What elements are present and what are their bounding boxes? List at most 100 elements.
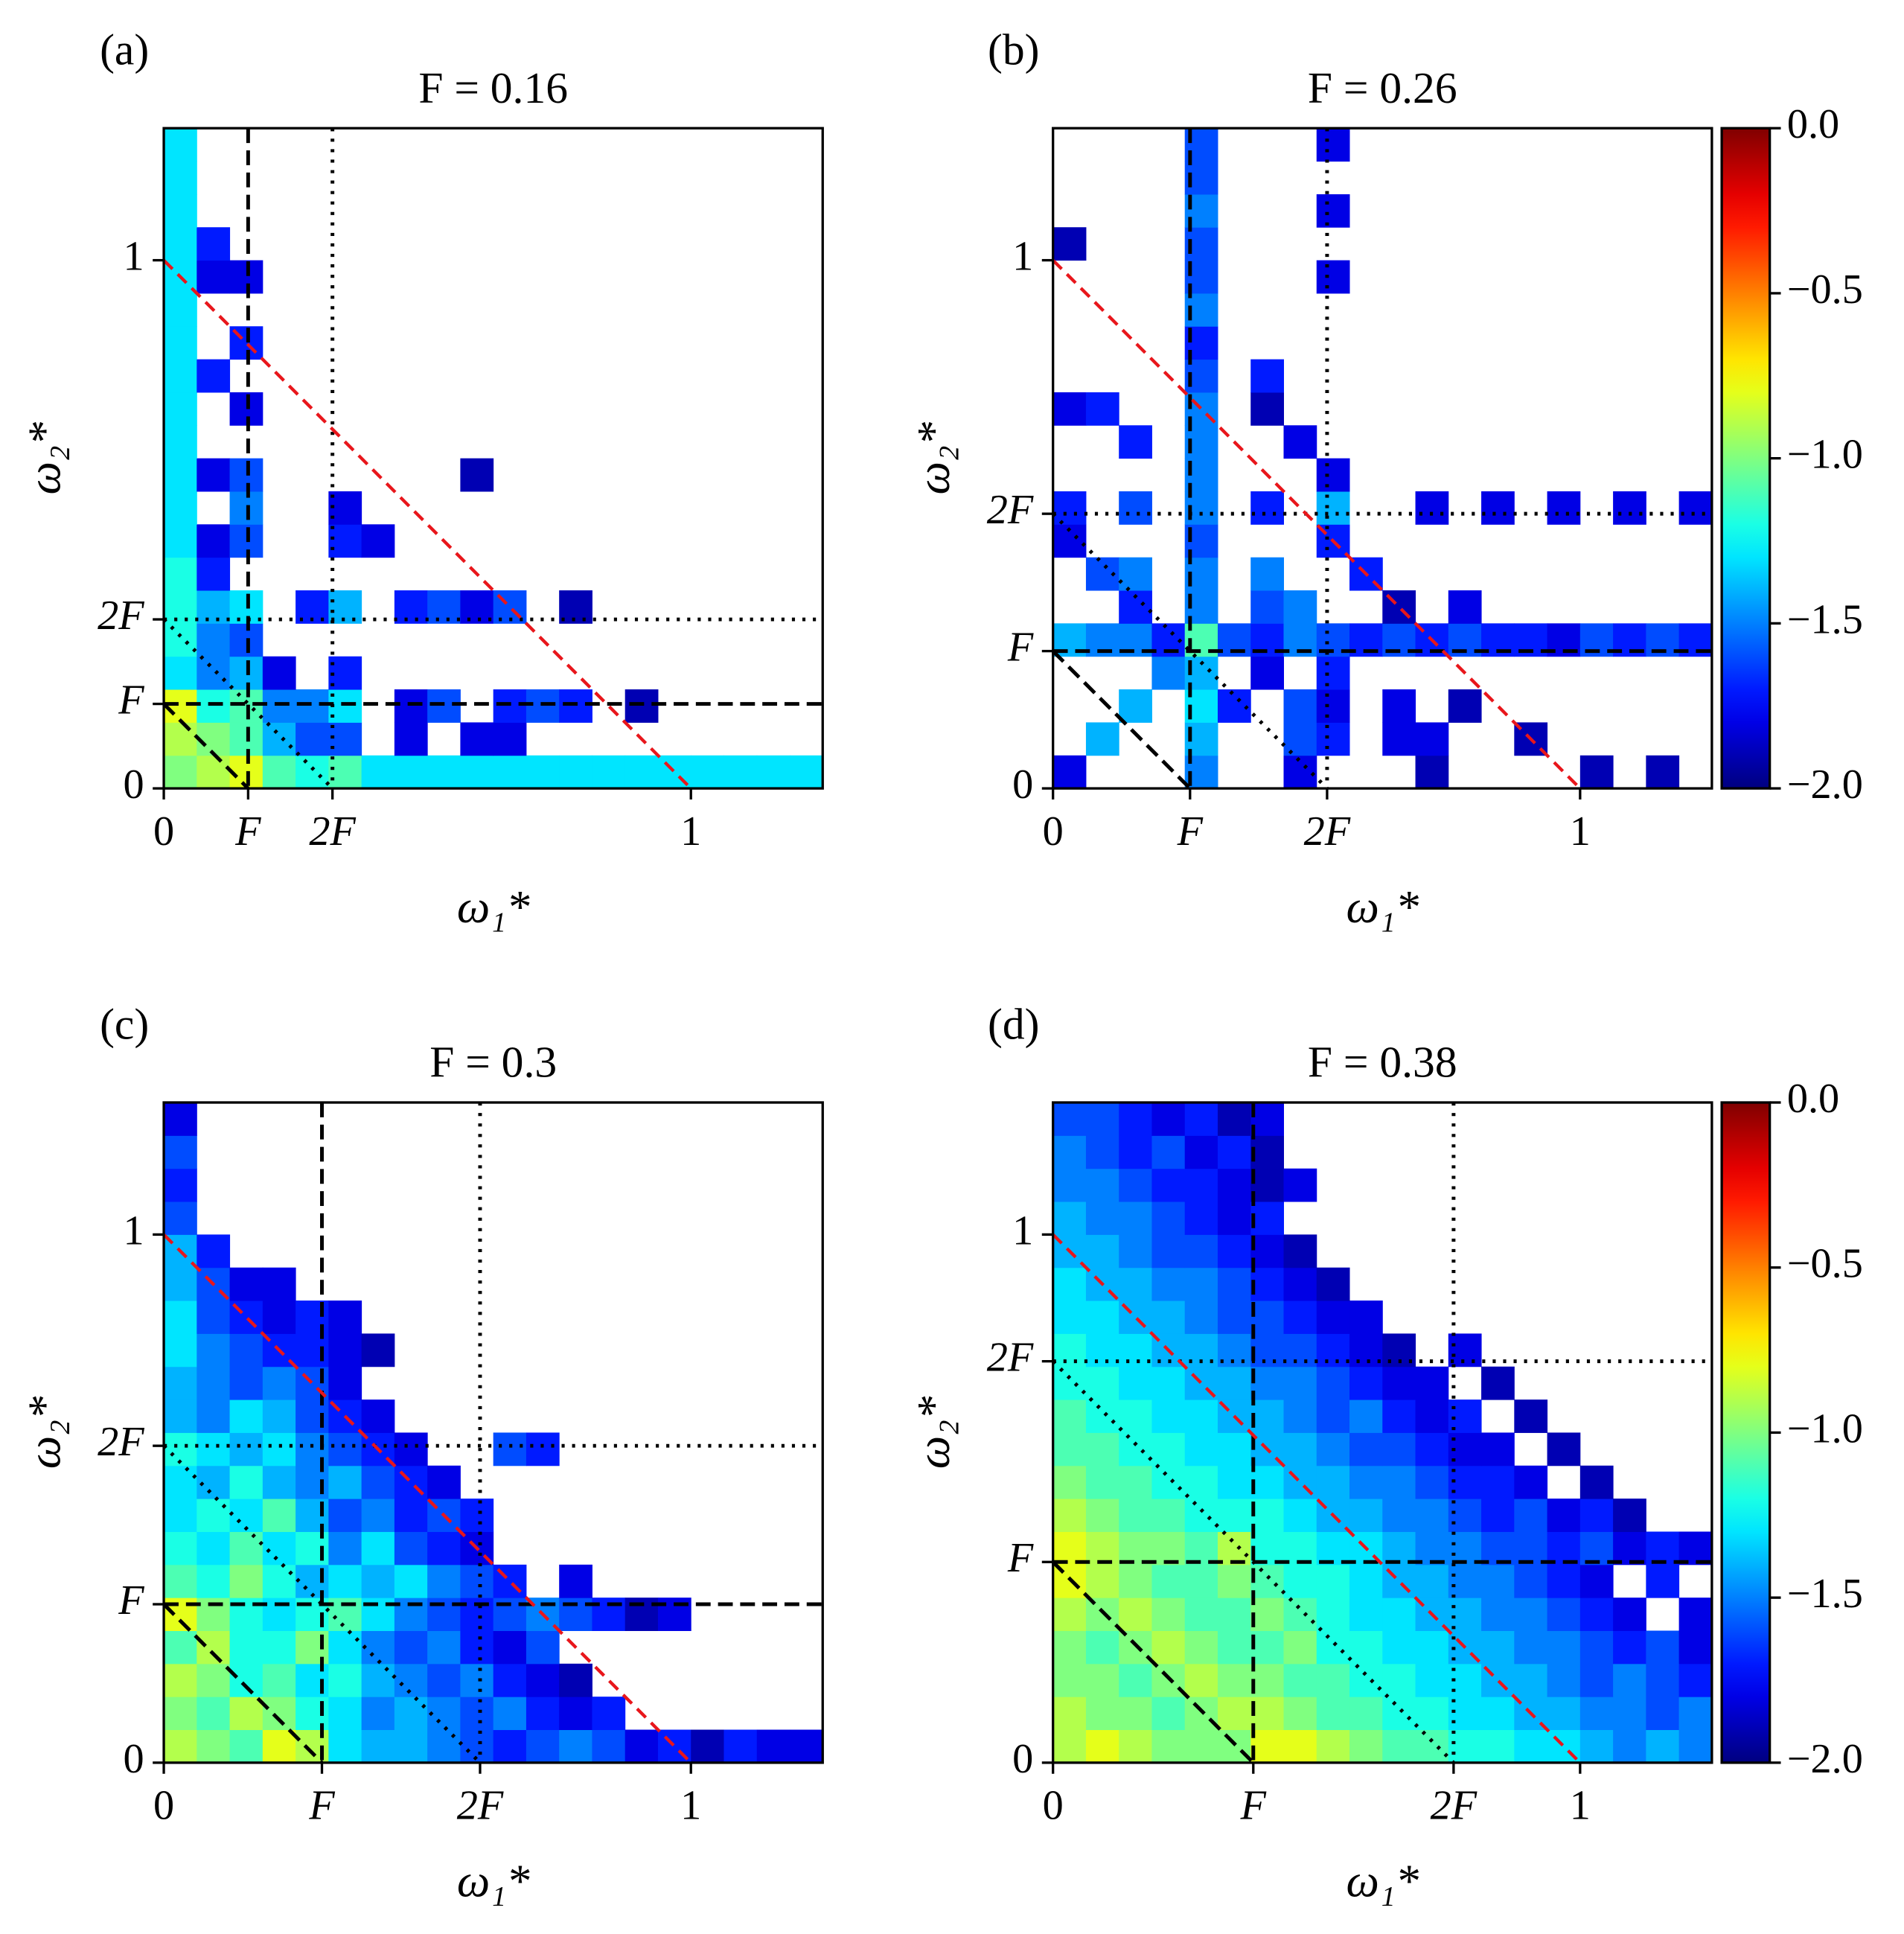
heat-cell (1316, 1531, 1350, 1566)
heat-cell (1316, 1400, 1350, 1433)
heat-cell (1250, 1201, 1284, 1235)
colorbar-tick-label: −0.5 (1787, 1241, 1863, 1287)
heat-cell (1217, 1697, 1251, 1731)
heat-cell (1579, 1465, 1614, 1499)
heat-cell (262, 1465, 296, 1499)
heat-cell (394, 755, 428, 789)
plot-area (164, 128, 823, 789)
heat-cell (164, 590, 197, 624)
x-axis-label: ω₁* (457, 881, 530, 933)
heat-cell (229, 1531, 263, 1566)
heat-cell (1250, 1663, 1284, 1697)
heat-cell (1217, 1630, 1251, 1665)
heat-cell (1579, 1531, 1614, 1566)
heat-cell (164, 1499, 197, 1532)
heat-cell (1085, 1201, 1119, 1235)
heat-cell (262, 689, 296, 723)
heat-cell (1250, 1531, 1284, 1566)
heat-cell (295, 1564, 329, 1598)
heat-cell (394, 1663, 428, 1697)
heat-cell (1119, 1432, 1152, 1467)
heat-cell (197, 623, 231, 657)
heat-cell (1481, 1432, 1515, 1467)
heat-cell (1119, 1201, 1152, 1235)
x-tick-label: F (1177, 808, 1204, 855)
heat-cell (1052, 1300, 1087, 1334)
heat-cell (361, 1400, 395, 1433)
heat-cell (1382, 1630, 1416, 1665)
heat-cell (1579, 1697, 1614, 1731)
heat-cell (229, 1400, 263, 1433)
heat-cell (197, 1663, 231, 1697)
heat-cell (164, 623, 197, 657)
heat-cell (427, 1630, 461, 1665)
heat-cell (164, 227, 197, 261)
heat-cell (1481, 1729, 1515, 1763)
heat-cell (525, 689, 560, 723)
heat-cell (1250, 557, 1284, 591)
heat-cell (1283, 1630, 1317, 1665)
heat-cell (262, 1400, 296, 1433)
heat-cell (1151, 1234, 1186, 1268)
y-tick-label: 1 (1012, 234, 1033, 280)
heat-cell (1184, 1432, 1218, 1467)
heat-cell (592, 1697, 626, 1731)
heat-cell (1349, 1598, 1383, 1631)
heat-cell (1283, 1400, 1317, 1433)
heat-cell (1184, 1234, 1218, 1268)
heat-cell (1119, 1102, 1152, 1136)
heat-cell (164, 1366, 197, 1400)
heat-cell (1119, 1564, 1152, 1598)
heat-cell (1316, 1333, 1350, 1367)
heat-cell (1382, 1531, 1416, 1566)
heat-cell (1250, 1267, 1284, 1301)
heat-cell (1184, 1663, 1218, 1697)
heat-cell (1250, 1697, 1284, 1731)
heat-cell (164, 1168, 197, 1202)
diagonal-guide (1052, 649, 1192, 789)
heat-cell (460, 1499, 494, 1532)
heat-cell (525, 755, 560, 789)
colorbar-tick-label: 0.0 (1787, 1076, 1839, 1122)
heat-cell (164, 425, 197, 459)
heat-cell (1085, 1729, 1119, 1763)
heat-cell (525, 1697, 560, 1731)
heat-cell (1382, 689, 1416, 723)
heat-cell (559, 689, 592, 723)
y-tick-label: 1 (1012, 1207, 1033, 1254)
heat-cell (1085, 1499, 1119, 1532)
heat-cell (1052, 1432, 1087, 1467)
heat-cell (197, 1564, 231, 1598)
heat-cell (1250, 1333, 1284, 1367)
heat-cell (1283, 1697, 1317, 1731)
heat-cell (460, 1697, 494, 1731)
heat-cell (1415, 1366, 1449, 1400)
heat-cell (295, 1432, 329, 1467)
heat-cell (1514, 1630, 1548, 1665)
heat-cell (164, 557, 197, 591)
heat-cell (1151, 1630, 1186, 1665)
heat-cell (164, 1333, 197, 1367)
heat-cell (361, 1663, 395, 1697)
heat-cell (164, 128, 197, 162)
heat-cell (1250, 1135, 1284, 1169)
y-tick-label: 0 (1012, 1736, 1033, 1782)
heat-cell (164, 689, 197, 723)
heat-cell (1283, 755, 1317, 789)
heat-cell (1151, 1499, 1186, 1532)
heat-cell (1184, 1729, 1218, 1763)
heat-cell (1151, 1300, 1186, 1334)
red-diagonal (164, 1233, 692, 1763)
heat-cell (1250, 1102, 1284, 1136)
heat-cell (1613, 1598, 1646, 1631)
heat-cell (1579, 1499, 1614, 1532)
heat-cell (361, 1499, 395, 1532)
heat-cell (164, 1135, 197, 1169)
heat-cell (1382, 1432, 1416, 1467)
heat-cell (1119, 1531, 1152, 1566)
heat-cell (1217, 1531, 1251, 1566)
heat-cell (229, 1333, 263, 1367)
heat-cell (1184, 1135, 1218, 1169)
heat-cell (295, 1531, 329, 1566)
